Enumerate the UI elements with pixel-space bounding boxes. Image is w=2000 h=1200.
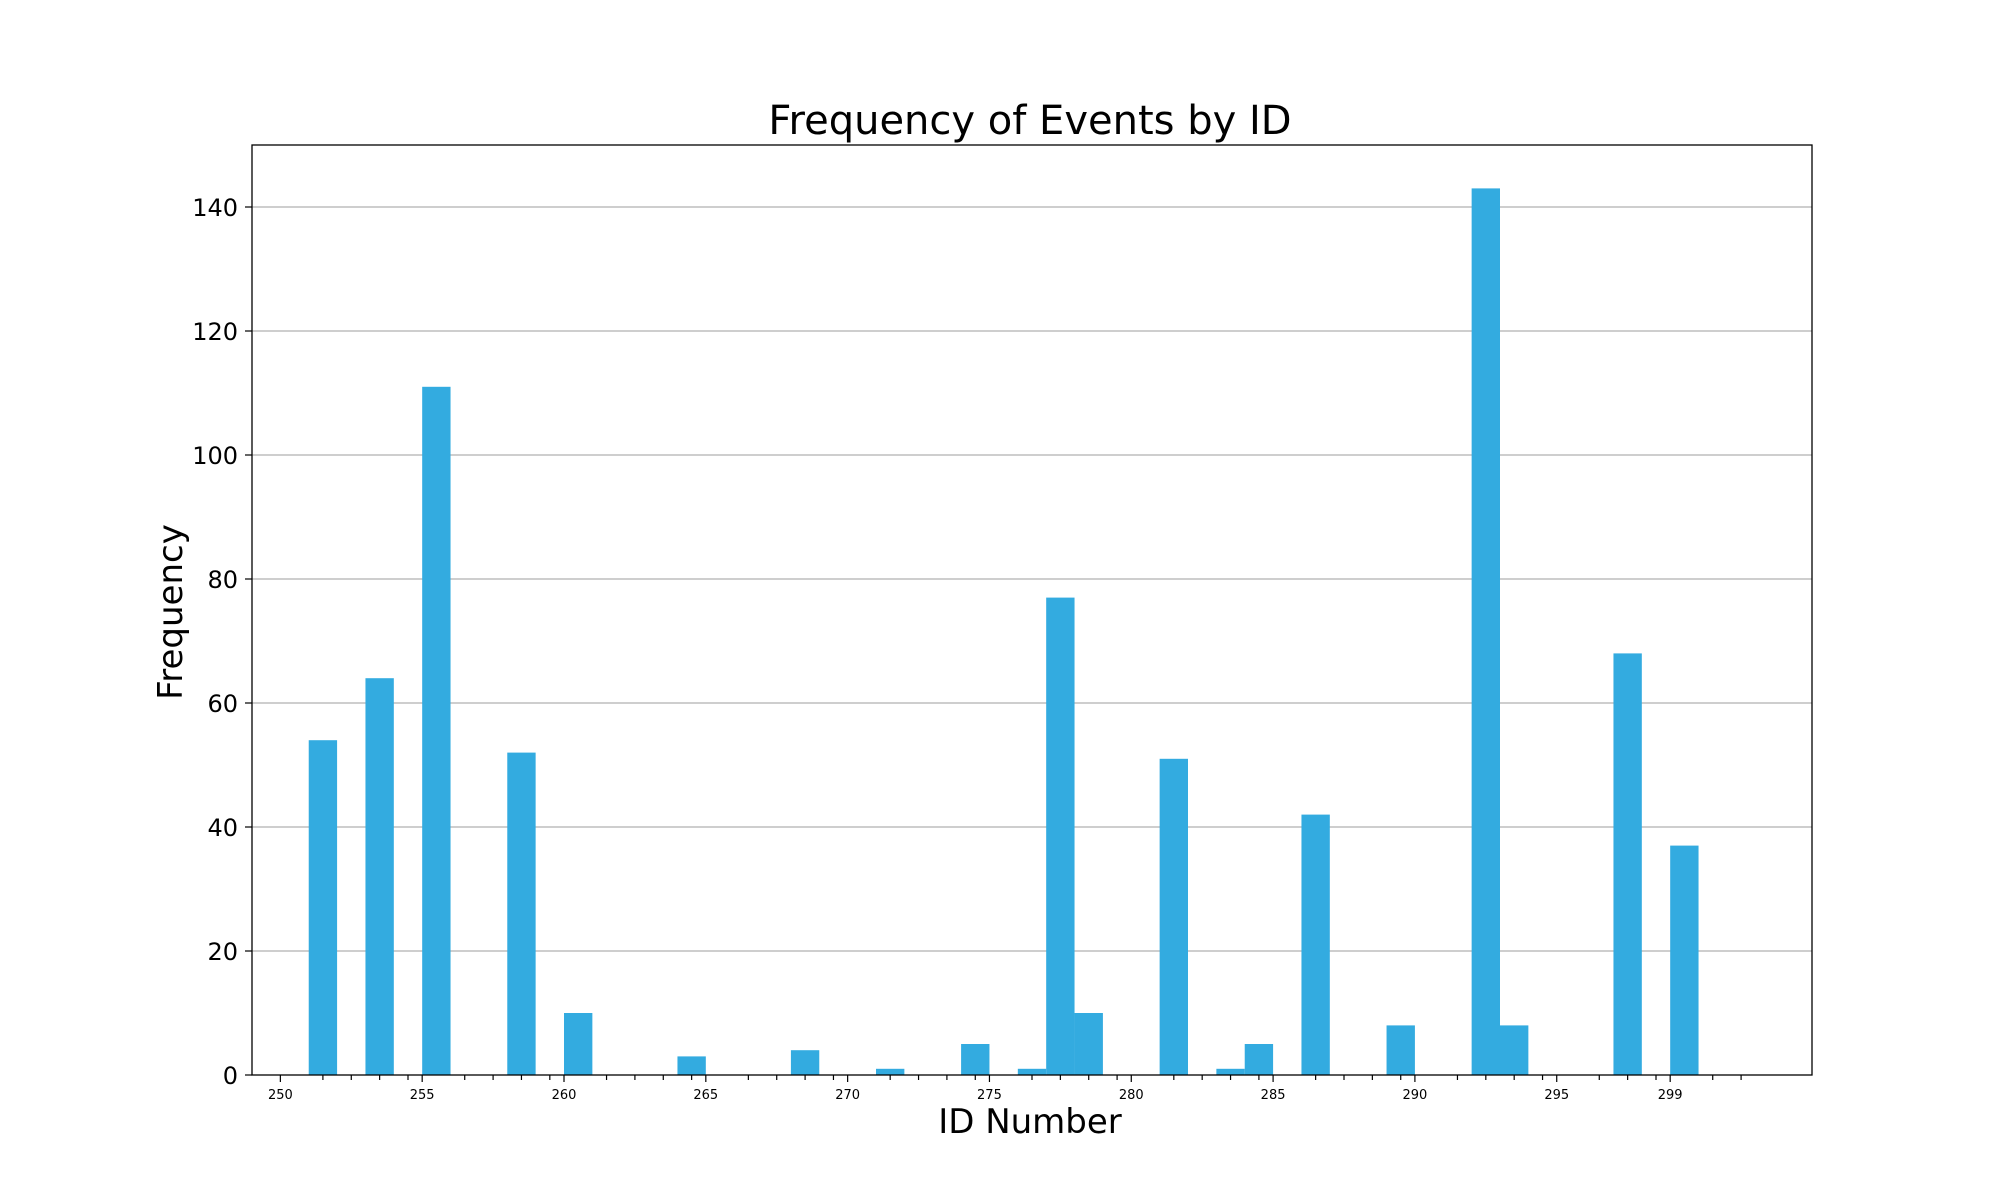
histogram-bar — [677, 1056, 706, 1075]
x-tick-label: 290 — [1402, 1088, 1427, 1103]
histogram-bar — [961, 1044, 990, 1075]
y-axis-label: Frequency — [151, 524, 191, 700]
gridlines — [252, 206, 1812, 952]
histogram-bar — [1471, 188, 1500, 1075]
histogram-bar — [1386, 1025, 1415, 1075]
x-tick-label: 285 — [1261, 1088, 1286, 1103]
x-tick-label: 260 — [552, 1088, 577, 1103]
y-tick-label: 80 — [207, 566, 238, 594]
histogram-bar — [1017, 1068, 1047, 1075]
histogram-bar — [1670, 845, 1699, 1075]
x-tick-label: 255 — [410, 1088, 435, 1103]
x-tick-label: 270 — [835, 1088, 860, 1103]
histogram-bar — [365, 678, 394, 1075]
y-tick-label: 40 — [207, 814, 238, 842]
y-tick-label: 100 — [192, 442, 238, 470]
x-tick-label: 280 — [1119, 1088, 1144, 1103]
histogram-bar — [564, 1013, 593, 1075]
histogram-bar — [422, 386, 451, 1075]
histogram-bar — [1216, 1068, 1245, 1075]
x-axis-label: ID Number — [938, 1102, 1122, 1142]
histogram-bar — [1500, 1025, 1529, 1075]
x-tick-label: 295 — [1544, 1088, 1569, 1103]
histogram-bar — [1159, 758, 1188, 1075]
chart-title: Frequency of Events by ID — [768, 98, 1291, 144]
y-tick-label: 0 — [223, 1062, 238, 1090]
histogram-bar — [1046, 597, 1075, 1075]
y-tick-label: 60 — [207, 690, 238, 718]
bars — [308, 188, 1699, 1075]
histogram-bar — [876, 1068, 905, 1075]
histogram-bar — [1074, 1013, 1103, 1075]
x-tick-label: 299 — [1658, 1088, 1683, 1103]
histogram-bar — [507, 752, 536, 1075]
y-tick-label: 20 — [207, 938, 238, 966]
histogram-bar — [1244, 1044, 1274, 1075]
histogram-bar — [1301, 814, 1330, 1075]
x-axis: 250 255 260 265 270 275 280 285 290 295 299 — [268, 1075, 1742, 1103]
plot-frame — [251, 144, 1813, 1076]
histogram-bar — [1613, 653, 1642, 1075]
y-tick-label: 140 — [192, 194, 238, 222]
x-tick-label: 275 — [977, 1088, 1002, 1103]
x-tick-label: 250 — [268, 1088, 293, 1103]
x-tick-label: 265 — [693, 1088, 718, 1103]
y-tick-label: 120 — [192, 318, 238, 346]
histogram-bar — [790, 1050, 820, 1075]
histogram-bar — [308, 740, 338, 1075]
y-axis: 0 20 40 60 80 100 120 140 — [192, 194, 252, 1090]
